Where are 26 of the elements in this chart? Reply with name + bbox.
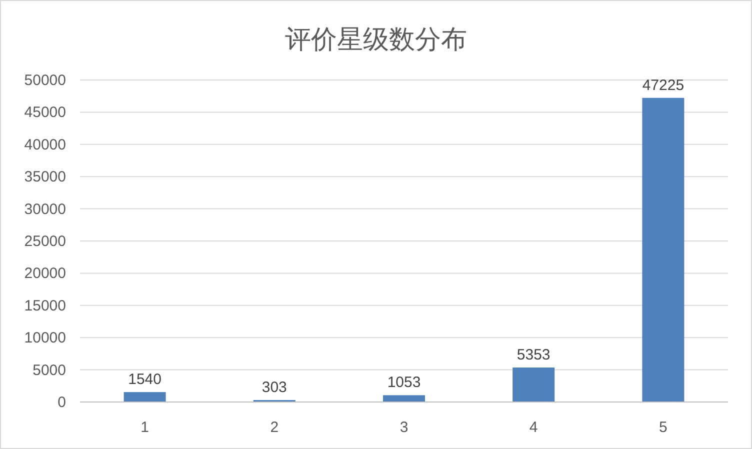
bar (124, 392, 166, 402)
y-tick-label: 45000 (24, 104, 66, 122)
y-tick-label: 35000 (24, 168, 66, 186)
data-label: 47225 (642, 76, 684, 94)
y-tick-label: 15000 (24, 297, 66, 314)
bar (383, 395, 425, 402)
x-tick-label: 4 (529, 419, 538, 436)
x-tick-label: 3 (400, 419, 408, 436)
bar (512, 368, 555, 402)
data-label: 1540 (128, 371, 162, 388)
x-tick-label: 1 (140, 419, 149, 436)
y-tick-label: 20000 (24, 265, 66, 282)
data-label: 303 (262, 379, 287, 396)
bar (642, 98, 684, 402)
y-tick-label: 25000 (24, 233, 66, 250)
y-tick-label: 5000 (32, 362, 66, 379)
y-tick-label: 40000 (24, 136, 66, 154)
y-tick-label: 10000 (24, 330, 66, 347)
chart-title: 评价星级数分布 (285, 25, 467, 55)
y-tick-label: 30000 (24, 200, 66, 218)
y-tick-label: 0 (58, 394, 66, 411)
data-label: 5353 (516, 346, 550, 364)
x-tick-label: 5 (659, 419, 668, 436)
y-tick-label: 50000 (24, 72, 66, 89)
x-tick-label: 2 (270, 419, 279, 436)
data-label: 1053 (387, 374, 421, 392)
